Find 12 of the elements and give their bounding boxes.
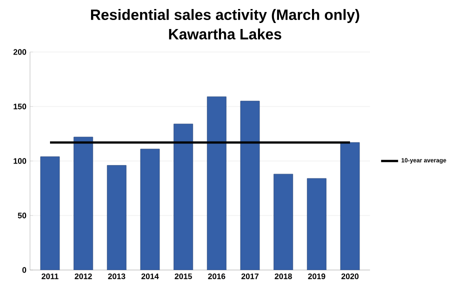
bar [106,165,126,270]
bar [340,142,360,270]
chart-subtitle: Kawartha Lakes [169,28,282,40]
bar [206,96,226,270]
bar [274,174,294,270]
bar [74,136,94,270]
bar [306,178,326,270]
bar [140,148,160,270]
bar [174,124,194,270]
chart-title: Residential sales activity (March only) [91,9,360,23]
bar [40,156,60,270]
bar [240,100,260,270]
